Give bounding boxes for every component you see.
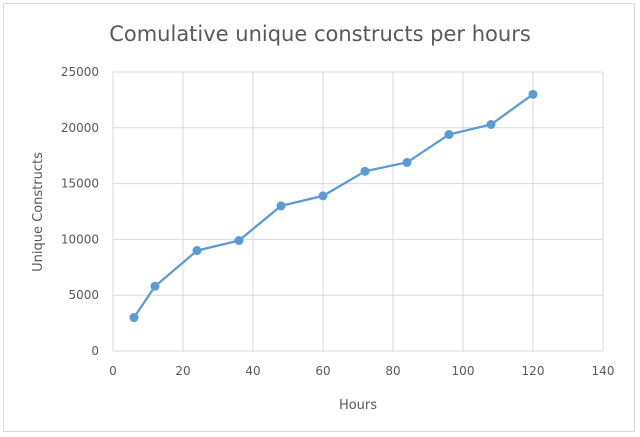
x-tick-label: 40	[245, 364, 260, 378]
x-tick-label: 140	[592, 364, 615, 378]
data-point	[528, 89, 538, 99]
series	[129, 89, 538, 323]
data-point	[318, 191, 328, 201]
y-tick-label: 25000	[61, 65, 99, 79]
data-point	[129, 313, 139, 323]
data-point	[192, 246, 202, 256]
data-point	[150, 281, 160, 291]
y-tick-label: 5000	[68, 288, 99, 302]
chart-title: Comulative unique constructs per hours	[109, 22, 531, 46]
x-tick-label: 100	[452, 364, 475, 378]
data-point	[402, 157, 412, 167]
x-tick-label: 20	[175, 364, 190, 378]
x-tick-label: 0	[109, 364, 117, 378]
data-point	[360, 166, 370, 176]
data-point	[234, 236, 244, 246]
x-axis-tick-labels: 0 20 40 60 80 100 120 140	[109, 364, 614, 378]
y-tick-label: 20000	[61, 121, 99, 135]
y-tick-label: 10000	[61, 232, 99, 246]
data-point	[486, 119, 496, 129]
x-tick-label: 120	[522, 364, 545, 378]
chart-frame	[3, 3, 635, 432]
x-tick-label: 60	[315, 364, 330, 378]
data-point	[444, 129, 454, 139]
y-tick-label: 15000	[61, 177, 99, 191]
y-axis-tick-labels: 0 5000 10000 15000 20000 25000	[61, 65, 99, 358]
x-tick-label: 80	[385, 364, 400, 378]
x-axis-title: Hours	[339, 398, 377, 413]
y-tick-label: 0	[91, 344, 99, 358]
gridlines	[112, 71, 604, 352]
y-axis-title: Unique Constructs	[31, 152, 46, 272]
data-point	[276, 201, 286, 211]
